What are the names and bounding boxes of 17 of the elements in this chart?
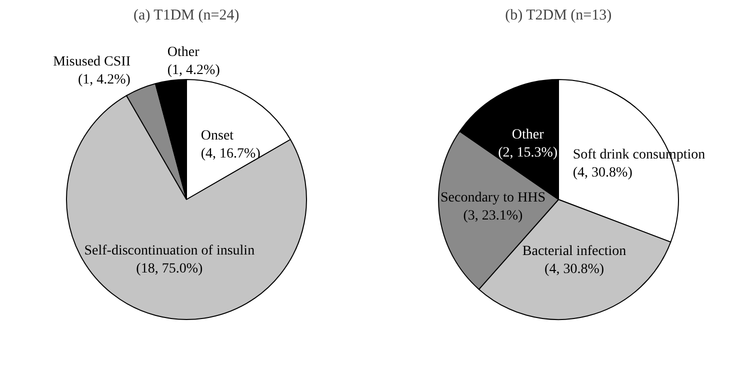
chart-title: (b) T2DM (n=13) [505,8,612,24]
slice-label: Onset [200,128,234,144]
chart-title: (a) T1DM (n=24) [134,8,240,24]
data-label: (18, 75.0%) [136,262,203,277]
data-label: (4, 16.7%) [200,146,261,162]
slice-label: Misused CSII [53,54,131,70]
data-label: (2, 15.3%) [498,145,558,160]
data-label: (4, 30.8%) [544,262,604,277]
slice-label: Other [512,127,544,142]
data-label: (4, 30.8%) [572,165,633,180]
slice-label: Secondary to HHS [440,190,546,206]
data-label: (3, 23.1%) [463,208,524,224]
data-label: (1, 4.2%) [167,63,220,78]
slice-label: Self-discontinuation of insulin [84,244,255,259]
data-label: (1, 4.2%) [78,72,131,88]
slice-label: Other [167,45,200,60]
slice-label: Bacterial infection [522,244,626,259]
